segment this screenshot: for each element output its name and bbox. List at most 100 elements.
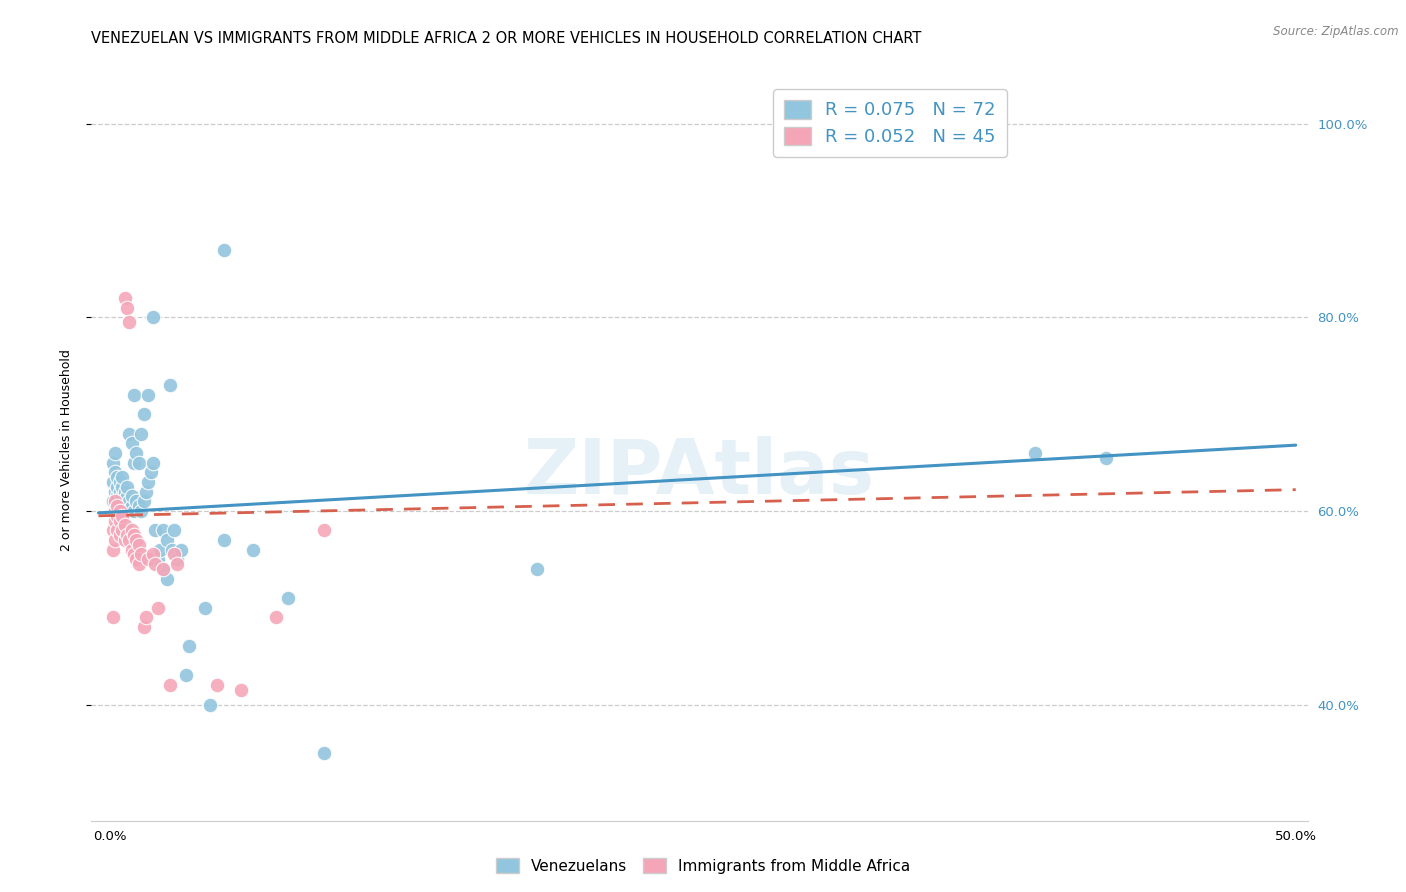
Point — [1095, 450, 1118, 465]
Point — [115, 480, 138, 494]
Point — [107, 470, 129, 484]
Point — [152, 562, 174, 576]
Point — [163, 524, 186, 538]
Point — [212, 533, 235, 547]
Point — [122, 528, 145, 542]
Point — [121, 524, 143, 538]
Point — [229, 683, 252, 698]
Point — [152, 524, 174, 538]
Point — [101, 610, 124, 624]
Point — [212, 243, 235, 257]
Point — [139, 465, 162, 479]
Point — [115, 528, 138, 542]
Point — [194, 600, 217, 615]
Point — [277, 591, 299, 605]
Point — [101, 475, 124, 489]
Point — [118, 315, 141, 329]
Point — [122, 504, 145, 518]
Point — [114, 494, 136, 508]
Point — [142, 548, 165, 562]
Point — [146, 600, 169, 615]
Point — [242, 542, 264, 557]
Point — [166, 557, 188, 571]
Point — [163, 548, 186, 562]
Point — [104, 504, 127, 518]
Point — [149, 542, 172, 557]
Point — [125, 494, 148, 508]
Point — [111, 490, 134, 504]
Point — [132, 494, 155, 508]
Point — [108, 475, 131, 489]
Point — [122, 388, 145, 402]
Point — [129, 504, 152, 518]
Point — [101, 456, 124, 470]
Point — [125, 552, 148, 566]
Point — [312, 746, 335, 760]
Point — [104, 446, 127, 460]
Point — [177, 640, 200, 654]
Point — [108, 514, 131, 528]
Point — [101, 524, 124, 538]
Point — [159, 378, 181, 392]
Point — [118, 494, 141, 508]
Point — [526, 562, 548, 576]
Point — [128, 538, 150, 552]
Point — [145, 557, 167, 571]
Text: VENEZUELAN VS IMMIGRANTS FROM MIDDLE AFRICA 2 OR MORE VEHICLES IN HOUSEHOLD CORR: VENEZUELAN VS IMMIGRANTS FROM MIDDLE AFR… — [91, 31, 922, 46]
Point — [156, 572, 179, 586]
Point — [146, 552, 169, 566]
Point — [136, 552, 159, 566]
Point — [125, 533, 148, 547]
Point — [132, 620, 155, 634]
Point — [114, 504, 136, 518]
Y-axis label: 2 or more Vehicles in Household: 2 or more Vehicles in Household — [60, 350, 73, 551]
Point — [114, 291, 136, 305]
Point — [132, 407, 155, 421]
Point — [136, 475, 159, 489]
Point — [111, 480, 134, 494]
Point — [128, 557, 150, 571]
Point — [312, 524, 335, 538]
Point — [159, 678, 181, 692]
Point — [118, 504, 141, 518]
Point — [101, 494, 124, 508]
Point — [128, 456, 150, 470]
Point — [118, 426, 141, 441]
Point — [101, 542, 124, 557]
Point — [115, 490, 138, 504]
Point — [145, 524, 167, 538]
Point — [166, 552, 188, 566]
Point — [121, 436, 143, 450]
Point — [174, 668, 197, 682]
Point — [114, 484, 136, 499]
Point — [108, 494, 131, 508]
Point — [152, 562, 174, 576]
Point — [156, 533, 179, 547]
Point — [121, 542, 143, 557]
Point — [170, 542, 193, 557]
Point — [114, 518, 136, 533]
Point — [104, 514, 127, 528]
Point — [107, 508, 129, 523]
Point — [107, 499, 129, 513]
Legend: Venezuelans, Immigrants from Middle Africa: Venezuelans, Immigrants from Middle Afri… — [489, 852, 917, 880]
Point — [115, 499, 138, 513]
Point — [125, 446, 148, 460]
Point — [142, 310, 165, 325]
Point — [108, 484, 131, 499]
Point — [104, 465, 127, 479]
Point — [135, 610, 157, 624]
Point — [129, 426, 152, 441]
Point — [115, 301, 138, 315]
Text: Source: ZipAtlas.com: Source: ZipAtlas.com — [1274, 25, 1399, 38]
Point — [1024, 446, 1046, 460]
Point — [104, 533, 127, 547]
Point — [108, 528, 131, 542]
Point — [121, 490, 143, 504]
Point — [111, 508, 134, 523]
Point — [142, 456, 165, 470]
Point — [104, 494, 127, 508]
Point — [111, 499, 134, 513]
Point — [121, 499, 143, 513]
Point — [111, 524, 134, 538]
